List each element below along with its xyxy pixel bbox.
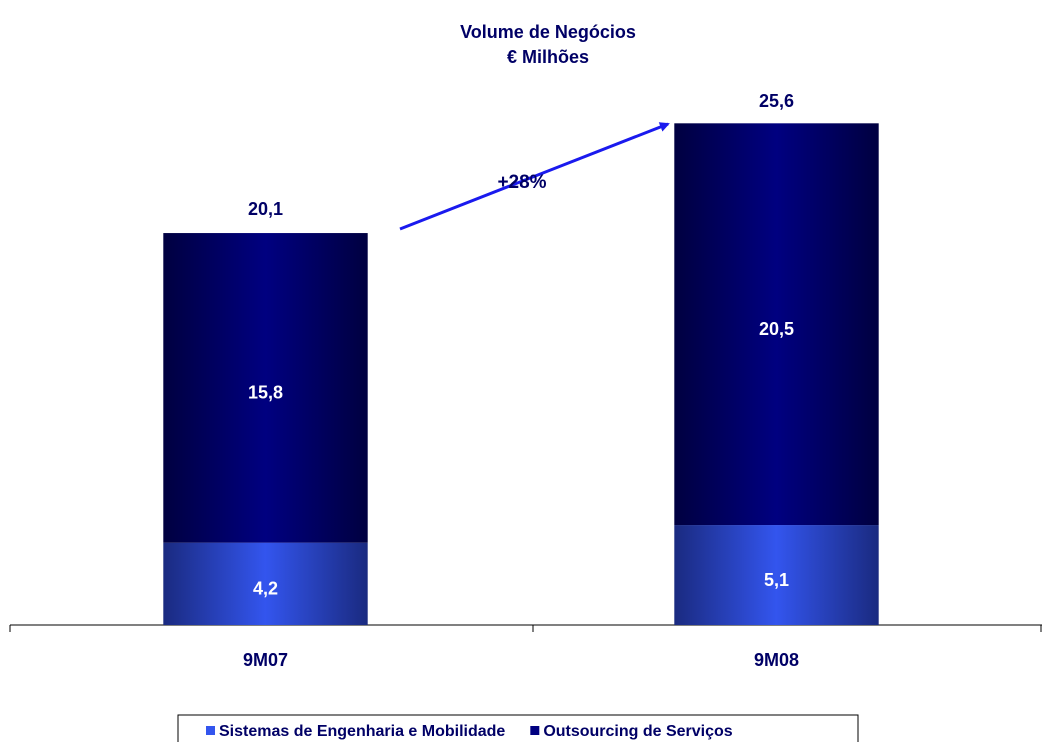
legend-swatch bbox=[530, 726, 540, 735]
chart-title: Volume de Negócios bbox=[460, 22, 636, 42]
value-label: 4,2 bbox=[253, 579, 278, 599]
legend-swatch bbox=[206, 726, 215, 735]
legend-label: Outsourcing de Serviços bbox=[543, 723, 732, 740]
bar-segment bbox=[674, 123, 879, 526]
bar-segment bbox=[674, 525, 879, 625]
chart-subtitle: € Milhões bbox=[507, 47, 589, 67]
growth-arrow bbox=[399, 122, 670, 231]
bar-segment bbox=[163, 233, 368, 543]
growth-annotation: +28% bbox=[497, 172, 546, 193]
x-tick-label: 9M07 bbox=[243, 650, 288, 670]
total-label: 25,6 bbox=[759, 91, 794, 111]
total-label: 20,1 bbox=[248, 199, 283, 219]
legend-label: Sistemas de Engenharia e Mobilidade bbox=[219, 723, 505, 740]
value-label: 20,5 bbox=[759, 319, 794, 339]
value-label: 5,1 bbox=[764, 570, 789, 590]
bar-segment bbox=[163, 542, 368, 625]
x-tick-label: 9M08 bbox=[754, 650, 799, 670]
value-label: 15,8 bbox=[248, 383, 283, 403]
legend-box bbox=[177, 714, 859, 742]
